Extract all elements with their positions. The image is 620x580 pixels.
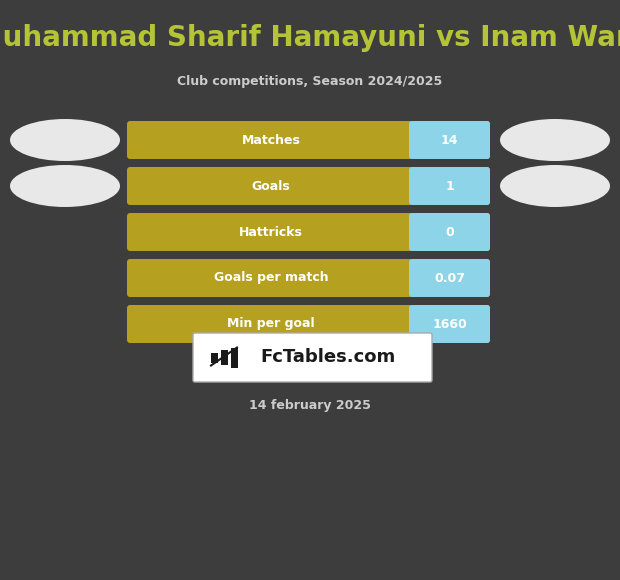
- FancyBboxPatch shape: [409, 167, 490, 205]
- Text: Goals per match: Goals per match: [214, 271, 329, 285]
- Text: 0: 0: [445, 226, 454, 238]
- Text: Muhammad Sharif Hamayuni vs Inam Wani: Muhammad Sharif Hamayuni vs Inam Wani: [0, 24, 620, 52]
- FancyBboxPatch shape: [409, 305, 490, 343]
- FancyBboxPatch shape: [127, 213, 490, 251]
- Text: 1660: 1660: [432, 317, 467, 331]
- FancyBboxPatch shape: [409, 259, 490, 297]
- Text: 14: 14: [441, 133, 458, 147]
- Text: Club competitions, Season 2024/2025: Club competitions, Season 2024/2025: [177, 75, 443, 89]
- FancyBboxPatch shape: [211, 353, 218, 362]
- Ellipse shape: [500, 165, 610, 207]
- Text: FcTables.com: FcTables.com: [260, 349, 396, 367]
- FancyBboxPatch shape: [231, 347, 238, 368]
- FancyBboxPatch shape: [409, 121, 490, 159]
- Ellipse shape: [10, 119, 120, 161]
- FancyBboxPatch shape: [127, 167, 490, 205]
- FancyBboxPatch shape: [127, 305, 490, 343]
- Text: Min per goal: Min per goal: [227, 317, 315, 331]
- Text: 1: 1: [445, 179, 454, 193]
- Text: 0.07: 0.07: [434, 271, 465, 285]
- FancyBboxPatch shape: [221, 350, 228, 365]
- FancyBboxPatch shape: [127, 259, 490, 297]
- Text: Hattricks: Hattricks: [239, 226, 303, 238]
- Text: Goals: Goals: [252, 179, 290, 193]
- FancyBboxPatch shape: [193, 333, 432, 382]
- FancyBboxPatch shape: [409, 213, 490, 251]
- Text: Matches: Matches: [242, 133, 301, 147]
- Ellipse shape: [10, 165, 120, 207]
- FancyBboxPatch shape: [127, 121, 490, 159]
- Ellipse shape: [500, 119, 610, 161]
- Text: 14 february 2025: 14 february 2025: [249, 398, 371, 411]
